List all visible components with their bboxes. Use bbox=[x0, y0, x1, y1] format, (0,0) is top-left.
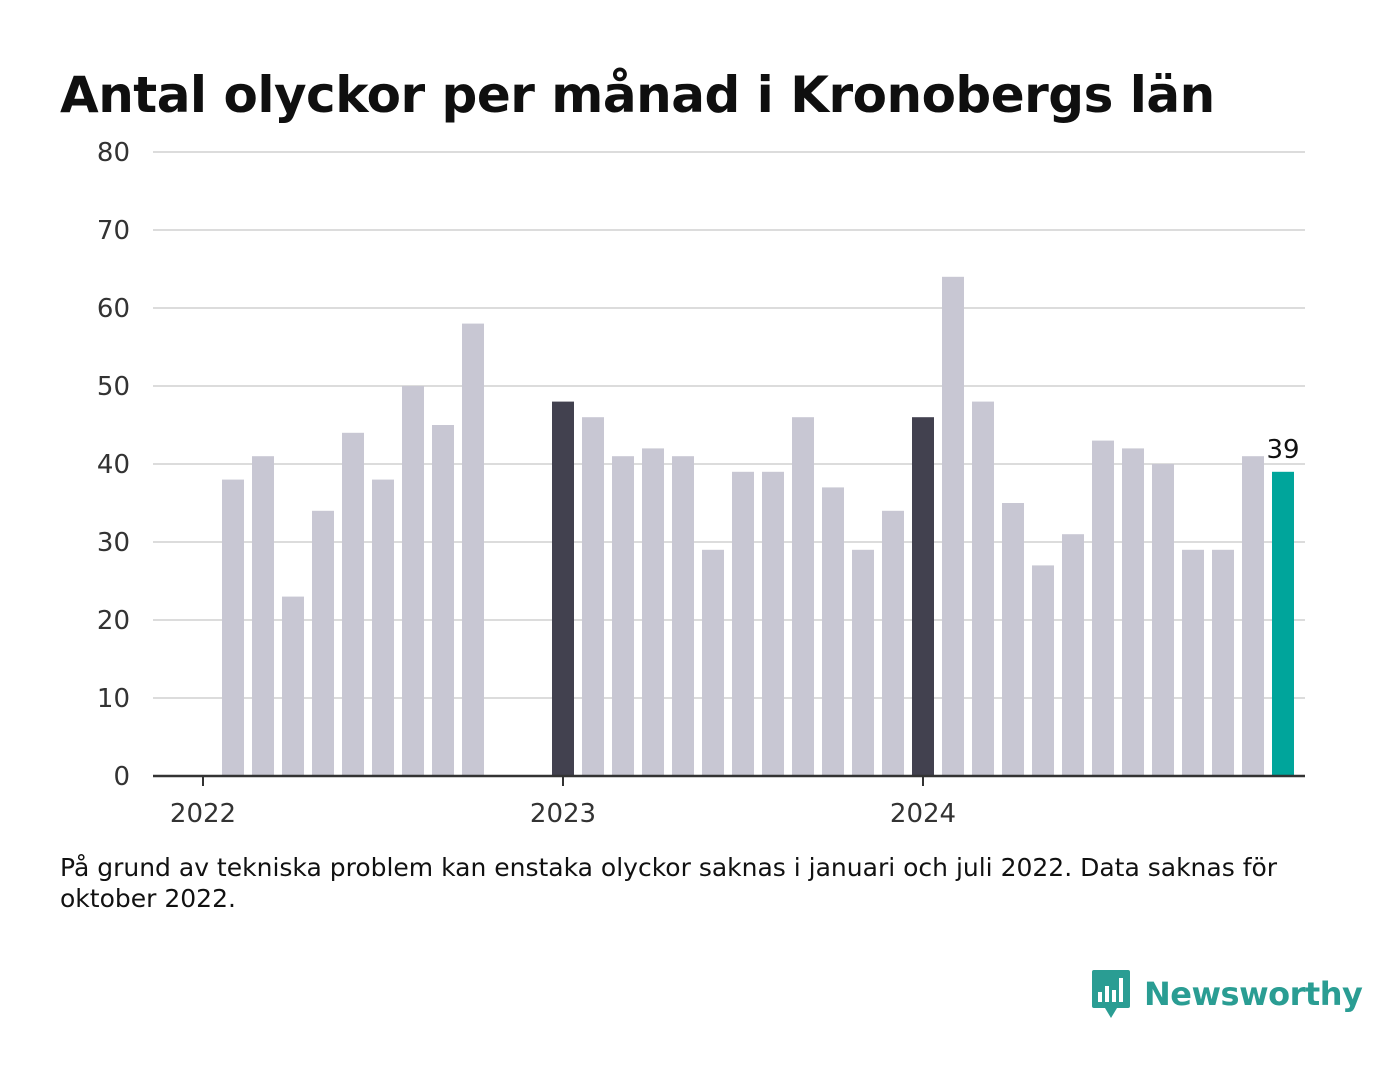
bar bbox=[462, 323, 484, 776]
bar bbox=[1212, 549, 1234, 776]
y-tick-label: 0 bbox=[113, 762, 130, 792]
y-tick-label: 30 bbox=[97, 528, 130, 558]
bar bbox=[432, 425, 454, 776]
bar bbox=[732, 471, 754, 776]
x-tick-label: 2023 bbox=[530, 799, 596, 829]
bar bbox=[762, 471, 784, 776]
y-tick-label: 50 bbox=[97, 372, 130, 402]
bar bbox=[552, 401, 574, 776]
bar-chart: 0 10 20 30 40 50 60 70 80 39 2022 2023 2024 bbox=[97, 138, 1305, 829]
bar bbox=[972, 401, 994, 776]
bar bbox=[1092, 440, 1114, 776]
bar bbox=[612, 456, 634, 776]
y-tick-label: 60 bbox=[97, 294, 130, 324]
bar bbox=[1152, 464, 1174, 776]
newsworthy-logo-icon bbox=[1092, 970, 1130, 1018]
data-label: 39 bbox=[1266, 435, 1299, 465]
bar bbox=[672, 456, 694, 776]
bar bbox=[1062, 534, 1084, 776]
bar bbox=[372, 479, 394, 776]
bar bbox=[1272, 471, 1294, 776]
y-tick-label: 40 bbox=[97, 450, 130, 480]
bar bbox=[1242, 456, 1264, 776]
chart-footnote: På grund av tekniska problem kan enstaka… bbox=[60, 853, 1278, 913]
bar bbox=[342, 432, 364, 776]
bar bbox=[822, 487, 844, 776]
bar bbox=[282, 596, 304, 776]
bar bbox=[1182, 549, 1204, 776]
y-tick-label: 10 bbox=[97, 684, 130, 714]
bar bbox=[792, 417, 814, 776]
bar bbox=[942, 276, 964, 776]
bar bbox=[252, 456, 274, 776]
bar bbox=[222, 479, 244, 776]
bar bbox=[702, 549, 724, 776]
bar bbox=[882, 510, 904, 776]
y-tick-label: 70 bbox=[97, 216, 130, 246]
brand-name: Newsworthy bbox=[1144, 975, 1363, 1013]
bar bbox=[312, 510, 334, 776]
bar bbox=[852, 549, 874, 776]
y-tick-label: 20 bbox=[97, 606, 130, 636]
bar bbox=[1002, 503, 1024, 776]
x-tick-label: 2024 bbox=[890, 799, 956, 829]
bar bbox=[582, 417, 604, 776]
x-tick-label: 2022 bbox=[170, 799, 236, 829]
bar bbox=[1032, 565, 1054, 776]
bar bbox=[912, 417, 934, 776]
y-tick-label: 80 bbox=[97, 138, 130, 168]
newsworthy-brand[interactable]: Newsworthy bbox=[1090, 968, 1363, 1020]
bar bbox=[642, 448, 664, 776]
chart-title: Antal olyckor per månad i Kronobergs län bbox=[60, 66, 1215, 124]
bar bbox=[1122, 448, 1144, 776]
bar bbox=[402, 386, 424, 776]
